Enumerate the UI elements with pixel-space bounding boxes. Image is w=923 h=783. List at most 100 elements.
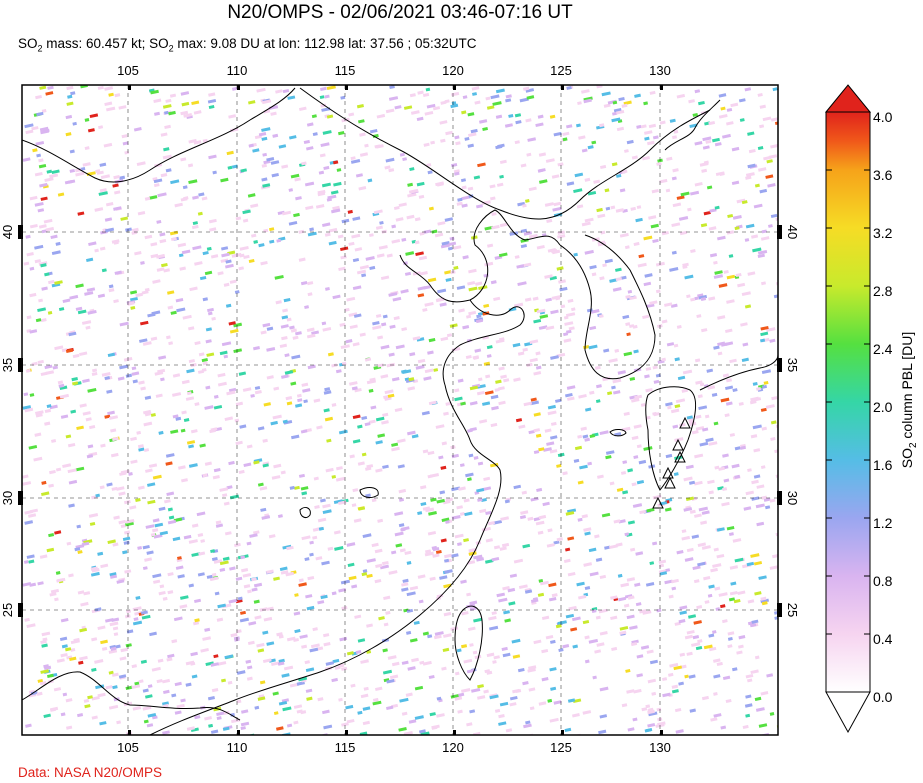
so2-pixel: [333, 181, 342, 187]
so2-pixel: [69, 168, 76, 173]
so2-pixel: [453, 171, 460, 176]
so2-pixel: [127, 301, 135, 306]
so2-pixel: [395, 543, 403, 548]
so2-pixel: [644, 130, 653, 135]
so2-pixel: [427, 350, 434, 355]
so2-pixel: [270, 160, 280, 165]
so2-pixel: [76, 425, 84, 431]
so2-pixel: [257, 696, 266, 701]
so2-pixel: [325, 467, 334, 473]
so2-pixel: [382, 314, 388, 319]
so2-pixel: [610, 615, 618, 621]
so2-pixel: [688, 674, 696, 679]
so2-pixel: [158, 355, 167, 360]
so2-pixel: [194, 618, 200, 623]
so2-pixel: [48, 483, 55, 488]
so2-pixel: [539, 179, 548, 184]
so2-pixel: [180, 698, 186, 703]
so2-pixel: [734, 226, 740, 231]
so2-pixel: [442, 647, 450, 653]
so2-pixel: [24, 123, 34, 129]
so2-pixel: [121, 134, 128, 139]
so2-pixel: [638, 459, 647, 465]
so2-pixel: [512, 342, 521, 348]
so2-pixel: [699, 382, 705, 387]
so2-pixel: [755, 503, 765, 509]
so2-pixel: [262, 438, 268, 443]
so2-pixel: [391, 661, 400, 667]
so2-pixel: [491, 405, 499, 411]
so2-pixel: [132, 620, 143, 626]
so2-pixel: [208, 92, 216, 97]
so2-pixel: [147, 499, 156, 505]
so2-pixel: [697, 542, 707, 548]
so2-pixel: [241, 568, 249, 573]
so2-pixel: [525, 720, 531, 725]
so2-pixel: [520, 228, 528, 233]
so2-pixel: [401, 587, 409, 592]
so2-pixel: [406, 561, 412, 565]
so2-pixel: [77, 211, 85, 216]
so2-pixel: [717, 235, 726, 241]
so2-pixel: [130, 296, 138, 302]
so2-pixel: [306, 327, 315, 333]
so2-pixel: [153, 111, 161, 116]
so2-pixel: [609, 544, 618, 550]
so2-pixel: [90, 571, 100, 577]
so2-pixel: [60, 712, 66, 717]
so2-pixel: [665, 188, 671, 193]
so2-pixel: [734, 557, 744, 563]
so2-pixel: [188, 539, 198, 544]
so2-pixel: [700, 520, 708, 525]
so2-pixel: [49, 592, 57, 597]
so2-pixel: [328, 227, 338, 233]
so2-pixel: [331, 474, 337, 479]
so2-pixel: [275, 726, 284, 731]
so2-pixel: [197, 533, 204, 538]
so2-pixel: [266, 347, 276, 352]
so2-pixel: [181, 379, 190, 385]
so2-pixel: [325, 286, 330, 291]
so2-pixel: [228, 114, 237, 119]
so2-pixel: [100, 639, 108, 645]
so2-pixel: [252, 148, 260, 153]
so2-pixel: [563, 315, 569, 320]
so2-pixel: [192, 245, 202, 251]
so2-pixel: [113, 175, 120, 180]
so2-pixel: [198, 352, 205, 357]
so2-pixel: [401, 327, 408, 332]
so2-pixel: [310, 643, 320, 649]
so2-pixel: [485, 538, 493, 543]
so2-pixel: [158, 430, 164, 435]
colorbar-tick: 2.4: [873, 341, 893, 357]
so2-pixel: [611, 117, 621, 123]
so2-pixel: [322, 509, 332, 515]
so2-pixel: [634, 582, 641, 587]
so2-pixel: [260, 330, 267, 335]
so2-pixel: [253, 530, 260, 535]
so2-pixel: [341, 361, 347, 366]
so2-pixel: [275, 89, 283, 94]
so2-pixel: [774, 449, 778, 454]
so2-pixel: [440, 243, 450, 249]
so2-pixel: [716, 553, 725, 559]
so2-pixel: [743, 506, 752, 511]
so2-pixel: [225, 259, 232, 264]
so2-pixel: [82, 411, 91, 416]
so2-pixel: [131, 664, 138, 669]
so2-pixel: [375, 686, 383, 692]
so2-pixel: [451, 486, 461, 492]
colorbar-tick: 3.6: [873, 167, 893, 183]
so2-pixel: [164, 110, 169, 115]
so2-pixel: [432, 546, 440, 552]
so2-pixel: [481, 200, 491, 206]
so2-pixel: [573, 252, 578, 257]
so2-pixel: [671, 684, 679, 689]
so2-pixel: [695, 645, 703, 651]
so2-pixel: [627, 520, 635, 525]
so2-pixel: [545, 635, 554, 640]
so2-pixel: [626, 689, 635, 694]
so2-pixel: [162, 154, 172, 160]
so2-pixel: [105, 106, 116, 112]
so2-pixel: [761, 426, 768, 431]
